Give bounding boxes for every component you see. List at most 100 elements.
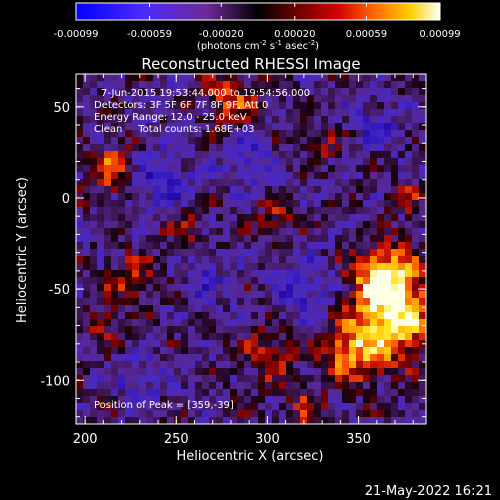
heatmap-cell xyxy=(167,354,175,362)
heatmap-cell xyxy=(132,277,140,285)
heatmap-cell xyxy=(349,403,357,411)
heatmap-cell xyxy=(83,137,91,145)
colorbar-ticks xyxy=(75,3,441,20)
heatmap-cell xyxy=(272,326,280,334)
heatmap-cell xyxy=(125,151,133,159)
heatmap-cell xyxy=(118,403,126,411)
heatmap-cell xyxy=(349,284,357,292)
heatmap-cell xyxy=(286,333,294,341)
heatmap-cell xyxy=(146,382,154,390)
heatmap-cell xyxy=(181,123,189,131)
heatmap-cell xyxy=(76,242,84,250)
heatmap-cell xyxy=(209,88,217,96)
heatmap-cell xyxy=(370,74,378,82)
heatmap-cell xyxy=(76,74,84,82)
heatmap-cell xyxy=(139,228,147,236)
heatmap-cell xyxy=(174,333,182,341)
heatmap-cell xyxy=(132,410,140,418)
heatmap-cell xyxy=(349,340,357,348)
heatmap-cell xyxy=(300,172,308,180)
heatmap-cell xyxy=(174,375,182,383)
heatmap-cell xyxy=(76,298,84,306)
heatmap-cell xyxy=(181,403,189,411)
heatmap-cell xyxy=(83,333,91,341)
heatmap-cell xyxy=(279,417,287,424)
heatmap-cell xyxy=(76,235,84,243)
heatmap-cell xyxy=(398,116,406,124)
heatmap-cell xyxy=(160,368,168,376)
heatmap-cell xyxy=(419,298,426,306)
heatmap-cell xyxy=(167,326,175,334)
heatmap-cell xyxy=(342,277,350,285)
heatmap-cell xyxy=(307,277,315,285)
heatmap-cell xyxy=(202,74,210,82)
heatmap-cell xyxy=(76,123,84,131)
heatmap-cell xyxy=(265,347,273,355)
heatmap-cell xyxy=(398,249,406,257)
heatmap-cell xyxy=(321,179,329,187)
heatmap-cell xyxy=(377,228,385,236)
heatmap-cell xyxy=(412,410,420,418)
heatmap-cell xyxy=(188,228,196,236)
heatmap-cell xyxy=(174,277,182,285)
heatmap-cell xyxy=(251,74,259,82)
heatmap-cell xyxy=(209,256,217,264)
heatmap-cell xyxy=(195,305,203,313)
heatmap-cell xyxy=(146,312,154,320)
heatmap-cell xyxy=(279,249,287,257)
heatmap-cell xyxy=(132,347,140,355)
heatmap-cell xyxy=(195,88,203,96)
heatmap-cell xyxy=(251,270,259,278)
heatmap-cell xyxy=(118,158,126,166)
heatmap-cell xyxy=(111,305,119,313)
heatmap-cell xyxy=(272,361,280,369)
heatmap-cell xyxy=(244,109,252,117)
heatmap-cell xyxy=(230,396,238,404)
heatmap-cell xyxy=(279,242,287,250)
heatmap-cell xyxy=(286,123,294,131)
heatmap-cell xyxy=(377,193,385,201)
heatmap-cell xyxy=(363,403,371,411)
heatmap-cell xyxy=(167,102,175,110)
heatmap-cell xyxy=(265,263,273,271)
heatmap-cell xyxy=(251,200,259,208)
heatmap-cell xyxy=(146,284,154,292)
heatmap-cell xyxy=(160,137,168,145)
heatmap-cell xyxy=(188,291,196,299)
heatmap-cell xyxy=(377,305,385,313)
heatmap-cell xyxy=(314,207,322,215)
heatmap-cell xyxy=(342,361,350,369)
heatmap-cell xyxy=(349,214,357,222)
heatmap-cell xyxy=(104,389,112,397)
heatmap-cell xyxy=(342,354,350,362)
heatmap-cell xyxy=(160,396,168,404)
heatmap-cell xyxy=(356,102,364,110)
heatmap-cell xyxy=(419,123,426,131)
heatmap-cell xyxy=(118,396,126,404)
heatmap-cell xyxy=(97,417,105,424)
heatmap-cell xyxy=(195,354,203,362)
heatmap-cell xyxy=(139,158,147,166)
heatmap-cell xyxy=(321,375,329,383)
heatmap-cell xyxy=(237,228,245,236)
heatmap-cell xyxy=(153,165,161,173)
heatmap-cell xyxy=(293,242,301,250)
heatmap-cell xyxy=(195,382,203,390)
heatmap-cell xyxy=(244,340,252,348)
heatmap-cell xyxy=(412,403,420,411)
heatmap-cell xyxy=(342,95,350,103)
y-tick-label: 50 xyxy=(53,101,70,116)
heatmap-cell xyxy=(398,158,406,166)
heatmap-cell xyxy=(125,172,133,180)
heatmap-cell xyxy=(286,417,294,424)
heatmap-cell xyxy=(286,102,294,110)
heatmap-cell xyxy=(202,158,210,166)
heatmap-cell xyxy=(391,123,399,131)
heatmap-cell xyxy=(90,172,98,180)
heatmap-cell xyxy=(328,158,336,166)
heatmap-cell xyxy=(398,403,406,411)
heatmap-cell xyxy=(265,207,273,215)
heatmap-cell xyxy=(125,291,133,299)
heatmap-cell xyxy=(174,368,182,376)
heatmap-cell xyxy=(97,158,105,166)
